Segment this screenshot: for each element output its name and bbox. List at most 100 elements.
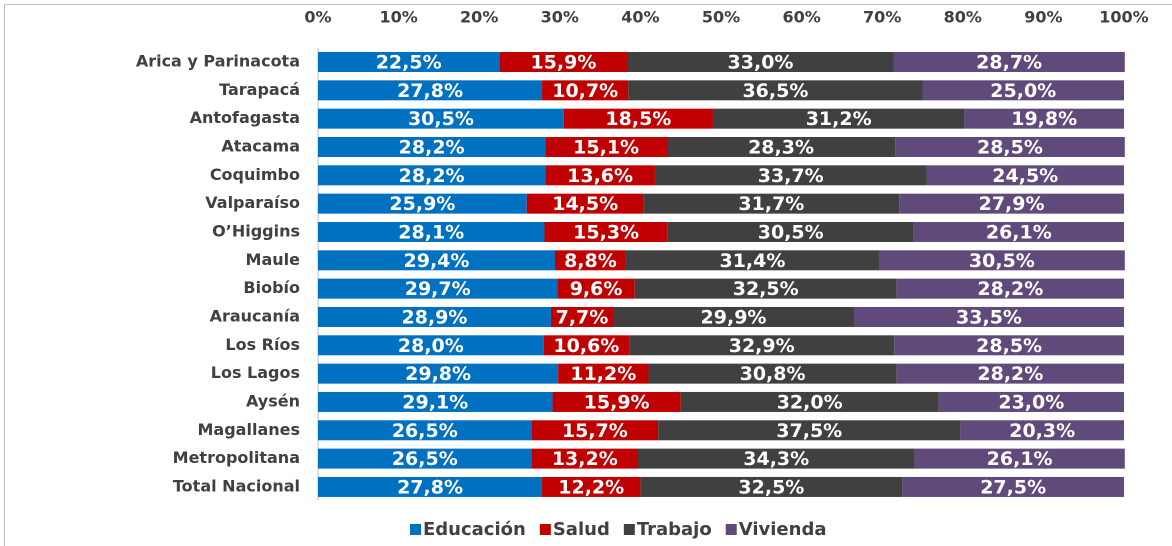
- category-label: Atacama: [221, 136, 300, 155]
- bar-segment: [896, 278, 1124, 299]
- bar-segment: [938, 391, 1124, 412]
- value-label: 30,5%: [969, 250, 1035, 272]
- bar-segment: [318, 278, 558, 299]
- legend-swatch: [623, 524, 635, 535]
- x-tick-label: 80%: [944, 8, 982, 27]
- value-label: 33,0%: [728, 52, 794, 74]
- bar-segment: [634, 278, 897, 299]
- bar-segment: [680, 391, 939, 412]
- value-label: 32,0%: [777, 391, 843, 413]
- value-label: 15,1%: [573, 136, 639, 158]
- bar-segment: [964, 108, 1124, 129]
- value-label: 28,3%: [748, 136, 814, 158]
- value-label: 29,8%: [405, 363, 471, 385]
- legend-swatch: [725, 524, 737, 535]
- bar-segment: [318, 476, 543, 497]
- value-label: 23,0%: [998, 391, 1064, 413]
- value-label: 26,5%: [392, 448, 458, 470]
- value-label: 29,7%: [405, 278, 471, 300]
- bar-segment: [625, 250, 879, 271]
- value-label: 18,5%: [605, 108, 671, 130]
- value-label: 28,1%: [398, 221, 464, 243]
- value-label: 36,5%: [742, 80, 808, 102]
- bar-segment: [563, 108, 713, 129]
- bar-segment: [526, 193, 644, 214]
- value-label: 11,2%: [570, 363, 636, 385]
- bar-segment: [545, 165, 655, 186]
- value-label: 15,3%: [573, 221, 639, 243]
- value-label: 22,5%: [376, 52, 442, 74]
- value-label: 33,7%: [758, 165, 824, 187]
- category-label: Biobío: [243, 278, 300, 297]
- x-tick-label: 70%: [863, 8, 901, 27]
- bar-segment: [318, 165, 546, 186]
- value-label: 15,9%: [530, 52, 596, 74]
- value-label: 13,2%: [552, 448, 618, 470]
- x-tick-label: 20%: [460, 8, 498, 27]
- value-label: 15,7%: [562, 420, 628, 442]
- bar-segment: [628, 80, 923, 101]
- bar-segment: [318, 221, 545, 242]
- value-label: 28,5%: [976, 335, 1042, 357]
- value-label: 24,5%: [992, 165, 1058, 187]
- category-label: Araucanía: [210, 306, 300, 325]
- x-tick-label: 10%: [379, 8, 417, 27]
- x-tick-label: 100%: [1099, 8, 1148, 27]
- bar-segment: [318, 306, 551, 327]
- value-label: 19,8%: [1011, 108, 1077, 130]
- category-label: Antofagasta: [190, 108, 300, 127]
- category-label: Maule: [246, 250, 301, 269]
- value-label: 37,5%: [776, 420, 842, 442]
- bar-segment: [922, 80, 1124, 101]
- legend-swatch: [410, 524, 421, 535]
- bar-segment: [637, 448, 915, 469]
- value-label: 27,8%: [397, 80, 463, 102]
- bar-segment: [960, 420, 1124, 441]
- value-label: 28,2%: [977, 278, 1043, 300]
- bar-segment: [318, 250, 555, 271]
- bar-segment: [318, 391, 553, 412]
- value-label: 28,2%: [977, 363, 1043, 385]
- value-label: 34,3%: [743, 448, 809, 470]
- value-label: 10,6%: [553, 335, 619, 357]
- bar-segment: [544, 221, 668, 242]
- value-label: 10,7%: [552, 80, 618, 102]
- bar-segment: [318, 193, 527, 214]
- bar-segment: [648, 363, 897, 384]
- value-label: 28,9%: [402, 306, 468, 328]
- value-label: 13,6%: [567, 165, 633, 187]
- value-label: 29,1%: [402, 391, 468, 413]
- category-label: Total Nacional: [173, 476, 300, 495]
- legend-label: Educación: [423, 519, 526, 540]
- category-label: O’Higgins: [212, 221, 300, 240]
- value-label: 32,5%: [738, 476, 804, 498]
- bar-segment: [627, 52, 894, 72]
- bar-segment: [666, 136, 896, 157]
- value-label: 26,5%: [392, 420, 458, 442]
- value-label: 27,8%: [397, 476, 463, 498]
- value-label: 29,9%: [701, 306, 767, 328]
- category-label: Aysén: [246, 391, 300, 410]
- value-label: 9,6%: [570, 278, 623, 300]
- value-label: 31,2%: [806, 108, 872, 130]
- bar-segment: [318, 80, 543, 101]
- bar-segment: [893, 52, 1125, 72]
- legend-label: Salud: [553, 519, 610, 540]
- bar-segment: [318, 420, 532, 441]
- value-label: 32,9%: [729, 335, 795, 357]
- value-label: 28,0%: [398, 335, 464, 357]
- bar-segment: [894, 335, 1124, 356]
- bar-segment: [612, 306, 854, 327]
- value-label: 20,3%: [1009, 420, 1075, 442]
- bar-segment: [853, 306, 1124, 327]
- bar-segment: [643, 193, 900, 214]
- bar-segment: [531, 420, 659, 441]
- x-tick-label: 30%: [541, 8, 579, 27]
- value-label: 12,2%: [558, 476, 624, 498]
- category-label: Magallanes: [198, 420, 301, 439]
- bar-segment: [318, 108, 564, 129]
- x-tick-label: 50%: [702, 8, 740, 27]
- bar-segment: [557, 278, 635, 299]
- bar-segment: [545, 136, 667, 157]
- bar-segment: [318, 335, 544, 356]
